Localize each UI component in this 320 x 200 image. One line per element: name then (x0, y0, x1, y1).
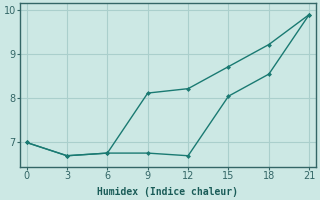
X-axis label: Humidex (Indice chaleur): Humidex (Indice chaleur) (97, 186, 238, 197)
